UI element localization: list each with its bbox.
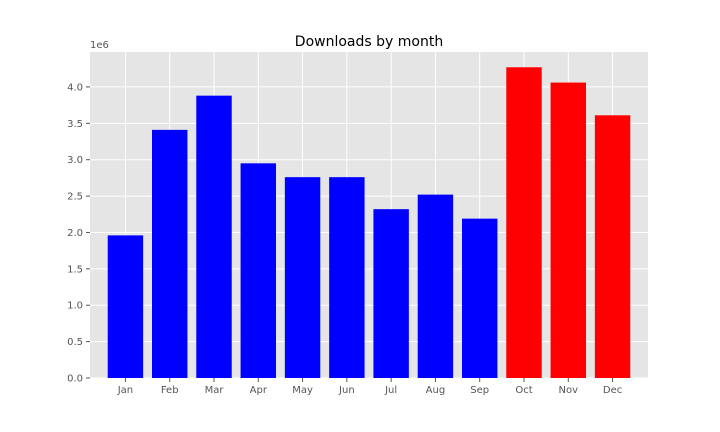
- y-tick-label: 4.0: [67, 82, 83, 93]
- bar-aug: [417, 194, 454, 378]
- bar-oct: [506, 67, 542, 378]
- x-tick-label-dec: Dec: [603, 385, 622, 396]
- x-tick-label-jul: Jul: [384, 385, 397, 396]
- bar-may: [284, 177, 321, 378]
- y-tick-label: 1.0: [67, 301, 83, 312]
- y-tick-label: 2.5: [67, 192, 83, 203]
- y-tick-label: 0.0: [67, 374, 83, 385]
- x-tick-label-sep: Sep: [470, 385, 489, 396]
- bar-jun: [329, 177, 365, 378]
- bar-mar: [196, 95, 232, 379]
- y-tick-label: 2.0: [67, 228, 83, 239]
- x-tick-label-aug: Aug: [426, 385, 446, 396]
- x-tick-label-apr: Apr: [250, 385, 268, 396]
- chart-title: Downloads by month: [295, 34, 443, 50]
- y-axis-ticks: 0.0 0.5 1.0 1.5 2.0 2.5 3.0 3.5 4.0: [67, 82, 90, 385]
- y-tick-label: 0.5: [67, 337, 83, 348]
- bar-nov: [550, 82, 586, 378]
- bars: [107, 67, 631, 379]
- bar-dec: [594, 115, 631, 378]
- x-tick-label-mar: Mar: [205, 385, 225, 396]
- x-tick-label-feb: Feb: [161, 385, 179, 396]
- y-tick-label: 3.0: [67, 155, 83, 166]
- y-axis-offset-label: 1e6: [90, 40, 109, 51]
- x-tick-label-jun: Jun: [338, 385, 355, 396]
- x-axis-ticks: Jan Feb Mar Apr May Jun Jul Aug Sep Oct Nov Dec: [117, 378, 622, 396]
- bar-jul: [373, 209, 409, 378]
- x-tick-label-may: May: [292, 385, 313, 396]
- bar-feb: [152, 129, 188, 378]
- x-tick-label-nov: Nov: [559, 385, 579, 396]
- bar-jan: [107, 235, 144, 378]
- x-tick-label-jan: Jan: [117, 385, 133, 396]
- y-tick-label: 1.5: [67, 264, 83, 275]
- y-tick-label: 3.5: [67, 119, 83, 130]
- bar-apr: [240, 163, 276, 378]
- bar-sep: [462, 218, 498, 378]
- x-tick-label-oct: Oct: [515, 385, 532, 396]
